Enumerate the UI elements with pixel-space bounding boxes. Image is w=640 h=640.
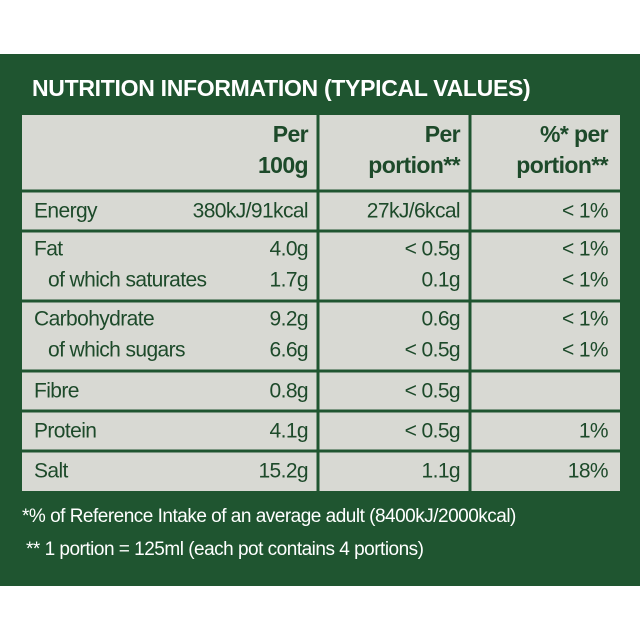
cell-value: < 1% <box>562 269 608 292</box>
column-header: Per <box>425 121 461 147</box>
column-header: portion** <box>516 152 608 178</box>
cell-value: < 1% <box>562 200 608 223</box>
cell-value: < 1% <box>562 238 608 261</box>
column-header: %* per <box>540 121 609 147</box>
row-label: Protein <box>34 420 96 443</box>
cell-value: 380kJ/91kcal <box>193 200 308 223</box>
footnote: ** 1 portion = 125ml (each pot contains … <box>26 539 424 560</box>
row-label: of which sugars <box>48 339 185 362</box>
cell-value: < 0.5g <box>405 380 460 403</box>
cell-value: < 0.5g <box>405 238 460 261</box>
cell-value: 9.2g <box>270 308 308 331</box>
title: NUTRITION INFORMATION (TYPICAL VALUES) <box>32 75 530 101</box>
cell-value: 1% <box>579 420 608 443</box>
row-label: Carbohydrate <box>34 308 154 331</box>
table-bg <box>22 115 620 491</box>
cell-value: 0.6g <box>422 308 460 331</box>
cell-value: 27kJ/6kcal <box>367 200 460 223</box>
column-header: portion** <box>368 152 460 178</box>
cell-value: 4.0g <box>270 238 308 261</box>
column-header: 100g <box>258 152 308 178</box>
cell-value: < 0.5g <box>405 339 460 362</box>
cell-value: 6.6g <box>270 339 308 362</box>
cell-value: 15.2g <box>258 460 308 483</box>
cell-value: 4.1g <box>270 420 308 443</box>
row-label: Fibre <box>34 380 79 403</box>
row-label: Energy <box>34 200 98 223</box>
cell-value: < 1% <box>562 308 608 331</box>
row-label: of which saturates <box>48 269 207 292</box>
row-label: Fat <box>34 238 63 261</box>
row-label: Salt <box>34 460 69 483</box>
cell-value: 18% <box>568 460 608 483</box>
cell-value: < 1% <box>562 339 608 362</box>
cell-value: 0.8g <box>270 380 308 403</box>
column-header: Per <box>273 121 309 147</box>
cell-value: 1.1g <box>422 460 460 483</box>
cell-value: < 0.5g <box>405 420 460 443</box>
footnote: *% of Reference Intake of an average adu… <box>22 506 516 527</box>
cell-value: 0.1g <box>422 269 460 292</box>
cell-value: 1.7g <box>270 269 308 292</box>
